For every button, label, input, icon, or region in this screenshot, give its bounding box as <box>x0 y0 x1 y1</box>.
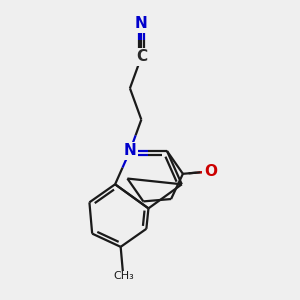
Text: CH₃: CH₃ <box>113 272 134 281</box>
Text: N: N <box>124 143 136 158</box>
Text: O: O <box>204 164 217 179</box>
Text: N: N <box>135 16 148 31</box>
Text: C: C <box>136 50 147 64</box>
